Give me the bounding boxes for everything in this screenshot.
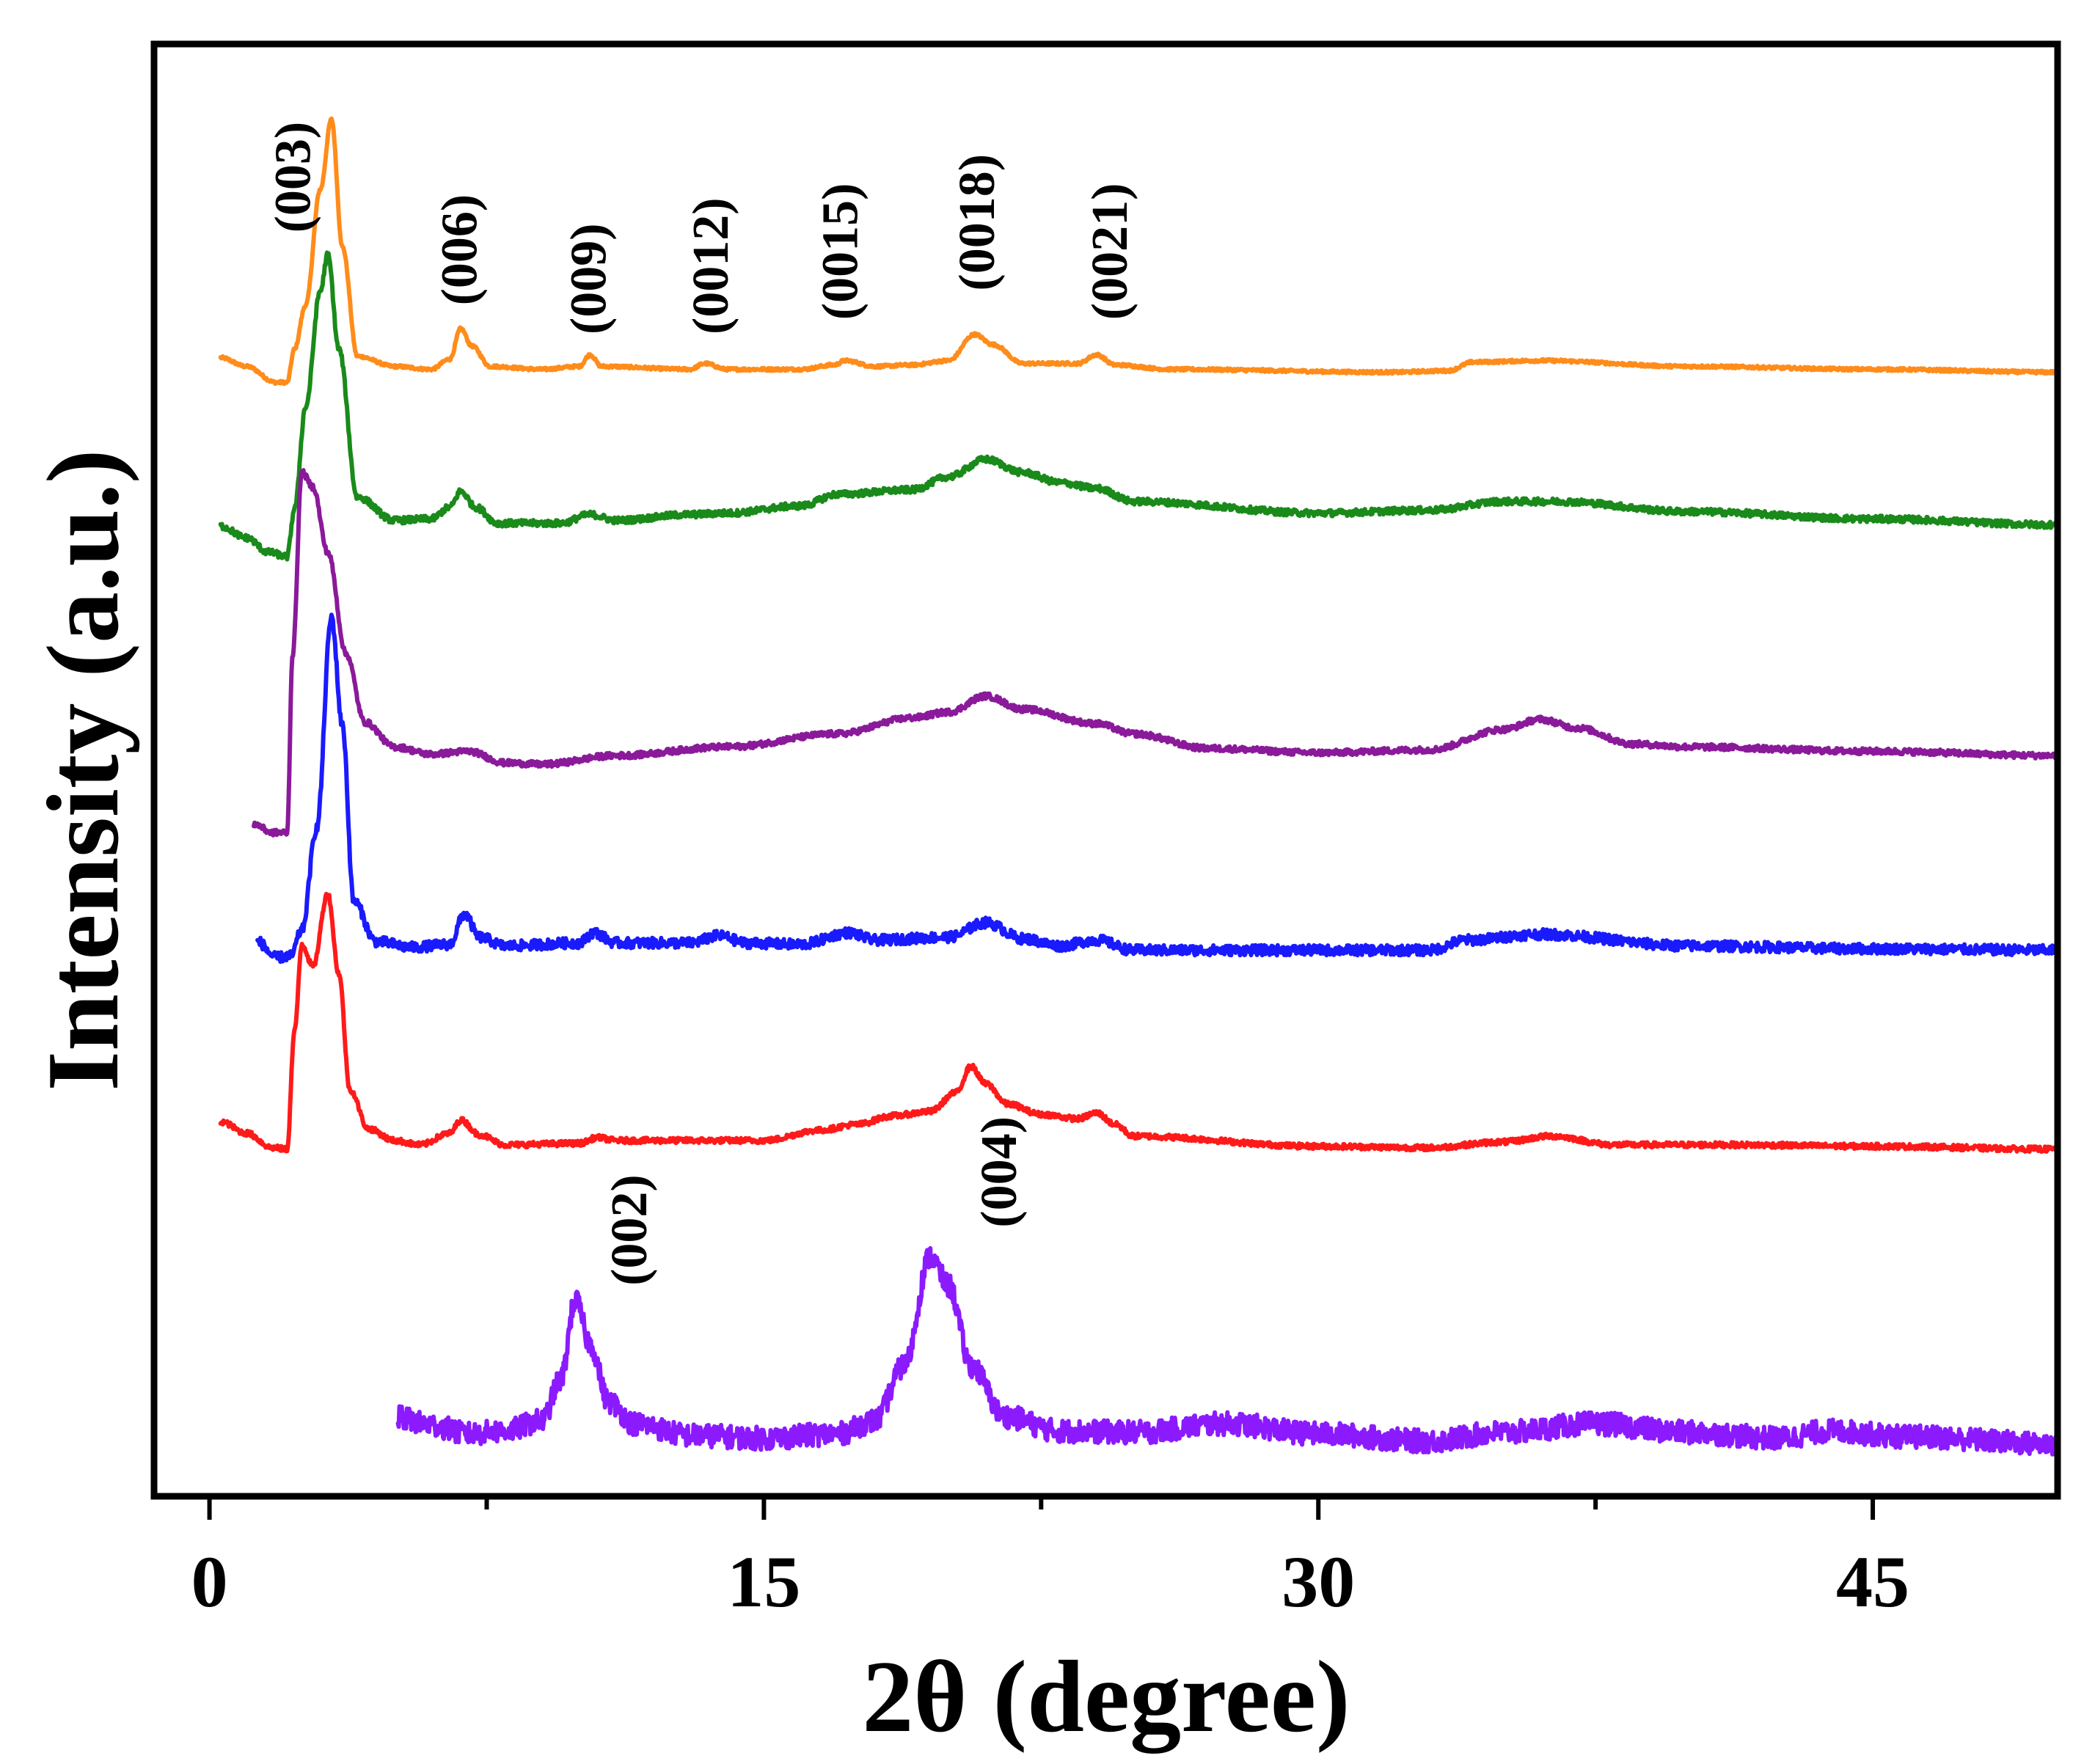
x-axis-title: 2θ (degree) — [862, 1640, 1350, 1754]
x-tick-label: 15 — [727, 1541, 800, 1622]
series-line-orange — [218, 116, 2060, 387]
peak-label: (0021) — [1082, 183, 1138, 321]
peak-label: (004) — [971, 1116, 1028, 1228]
x-tick-label: 30 — [1282, 1541, 1355, 1622]
series-line-violet — [395, 1245, 2060, 1457]
series-line-green — [218, 250, 2060, 562]
peak-label: (0012) — [683, 197, 739, 334]
peak-labels: (003) (006) (009) (0012) (0015) (0018) (0021) (… — [266, 122, 1139, 1286]
peak-label: (0018) — [949, 154, 1006, 291]
peak-label: (006) — [431, 194, 488, 306]
plot-frame — [150, 40, 2061, 1500]
peak-label: (002) — [602, 1174, 658, 1286]
peak-label: (003) — [266, 122, 322, 233]
x-tick-label: 45 — [1836, 1541, 1909, 1622]
series-line-red — [218, 891, 2060, 1154]
series-line-purple — [252, 468, 2060, 838]
peak-label: (0015) — [812, 183, 869, 321]
series-group — [218, 116, 2060, 1457]
series-line-blue — [255, 612, 2060, 965]
y-axis-title: Intensity (a.u.) — [26, 449, 140, 1091]
x-axis-ticks: 0 15 30 45 — [191, 1496, 1909, 1622]
x-tick-label: 0 — [191, 1541, 228, 1622]
peak-label: (009) — [561, 223, 618, 334]
